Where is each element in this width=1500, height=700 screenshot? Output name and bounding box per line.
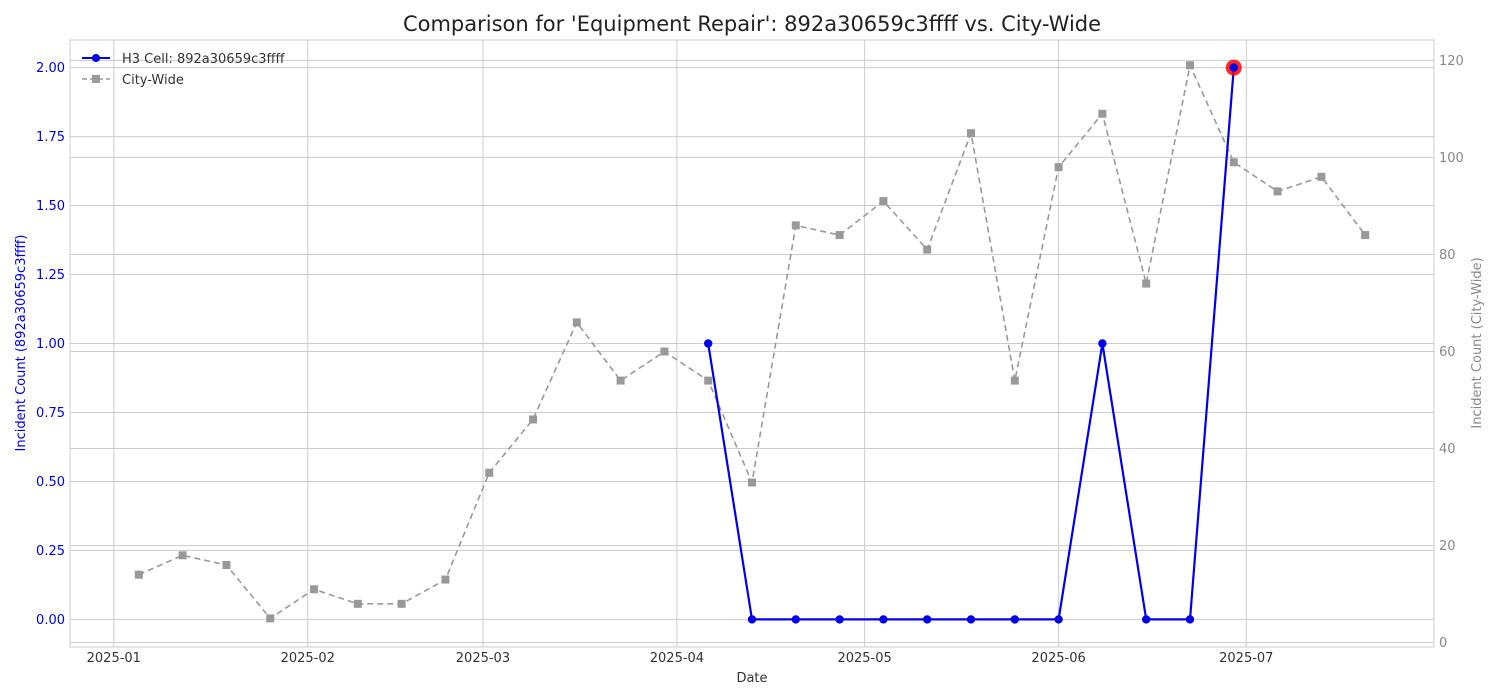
data-point-h3-cell: [1010, 615, 1019, 624]
data-point-h3-cell: [835, 615, 844, 624]
y-right-tick-label: 100: [1439, 151, 1464, 166]
y-right-tick-label: 20: [1439, 539, 1456, 554]
data-point-h3-cell: [922, 615, 932, 624]
data-point-city-wide: [353, 599, 362, 608]
y-right-tick-label: 40: [1439, 442, 1456, 457]
data-point-h3-cell: [879, 615, 888, 624]
legend-label-city-wide: City-Wide: [122, 73, 184, 88]
y-right-tick-label: 0: [1439, 636, 1447, 651]
y-left-tick-label: 1.75: [36, 130, 65, 145]
data-point-h3-cell: [1185, 615, 1195, 624]
data-point-city-wide: [1185, 61, 1194, 70]
data-point-city-wide: [1142, 279, 1151, 288]
x-tick-label: 2025-07: [1219, 651, 1273, 666]
x-tick-label: 2025-05: [837, 651, 891, 666]
data-point-h3-cell: [1141, 615, 1151, 624]
data-point-city-wide: [791, 221, 800, 230]
legend-marker-city-wide: [92, 75, 100, 83]
y-left-tick-label: 0.50: [36, 475, 65, 490]
data-point-city-wide: [660, 347, 669, 356]
data-point-city-wide: [1054, 163, 1063, 172]
y-left-tick-label: 0.00: [36, 613, 65, 628]
data-point-city-wide: [966, 129, 975, 138]
grid: [70, 40, 1434, 647]
data-point-h3-cell: [791, 615, 800, 624]
x-tick-label: 2025-01: [87, 651, 141, 666]
y-right-tick-label: 60: [1439, 345, 1456, 360]
data-point-city-wide: [485, 468, 494, 477]
data-point-city-wide: [879, 197, 888, 206]
data-point-city-wide: [748, 478, 756, 487]
data-point-city-wide: [1010, 376, 1019, 385]
data-point-city-wide: [134, 570, 143, 579]
data-point-city-wide: [397, 599, 406, 608]
x-axis-label: Date: [736, 671, 767, 686]
y-left-tick-label: 1.25: [36, 268, 65, 283]
y-left-tick-label: 0.25: [36, 544, 65, 559]
y-axis-left-label: Incident Count (892a30659c3ffff): [14, 235, 29, 452]
data-point-h3-cell: [1054, 615, 1063, 624]
data-point-h3-cell: [966, 615, 976, 624]
data-point-h3-cell: [1098, 339, 1107, 348]
y-axis-right-label: Incident Count (City-Wide): [1470, 257, 1485, 428]
data-point-city-wide: [835, 231, 844, 240]
data-point-city-wide: [1098, 109, 1107, 118]
data-point-city-wide: [529, 415, 538, 424]
data-point-city-wide: [572, 318, 581, 327]
series-layer: [134, 59, 1370, 624]
axes: 2025-01 2025-02 2025-03 2025-04 2025-05 2025-…: [36, 54, 1464, 666]
data-point-h3-cell: [704, 339, 713, 348]
data-point-city-wide: [310, 585, 319, 594]
data-point-city-wide: [1229, 158, 1238, 167]
x-tick-label: 2025-06: [1031, 651, 1085, 666]
y-right-tick-label: 120: [1439, 54, 1464, 69]
highlight-point-core: [1229, 63, 1238, 72]
y-left-tick-label: 1.00: [36, 337, 65, 352]
x-tick-label: 2025-04: [650, 651, 704, 666]
data-point-city-wide: [923, 245, 932, 254]
data-point-city-wide: [222, 560, 231, 569]
data-point-city-wide: [178, 551, 187, 560]
legend-label-h3-cell: H3 Cell: 892a30659c3ffff: [122, 52, 285, 67]
data-point-city-wide: [616, 376, 625, 385]
legend-marker-h3-cell: [92, 54, 100, 62]
y-left-tick-label: 2.00: [36, 61, 65, 76]
data-point-city-wide: [1317, 172, 1326, 181]
y-left-tick-label: 0.75: [36, 406, 65, 421]
x-tick-label: 2025-02: [281, 651, 335, 666]
y-right-tick-label: 80: [1439, 248, 1456, 263]
data-point-city-wide: [441, 575, 450, 584]
y-left-tick-label: 1.50: [36, 199, 65, 214]
data-point-city-wide: [704, 376, 713, 385]
legend: H3 Cell: 892a30659c3ffff City-Wide: [82, 52, 285, 88]
data-point-city-wide: [1361, 231, 1370, 240]
data-point-city-wide: [266, 614, 275, 623]
data-point-h3-cell: [747, 615, 757, 624]
data-point-city-wide: [1273, 187, 1282, 196]
chart-title: Comparison for 'Equipment Repair': 892a3…: [403, 12, 1101, 36]
x-tick-label: 2025-03: [456, 651, 510, 666]
plot-frame: [69, 39, 1435, 648]
